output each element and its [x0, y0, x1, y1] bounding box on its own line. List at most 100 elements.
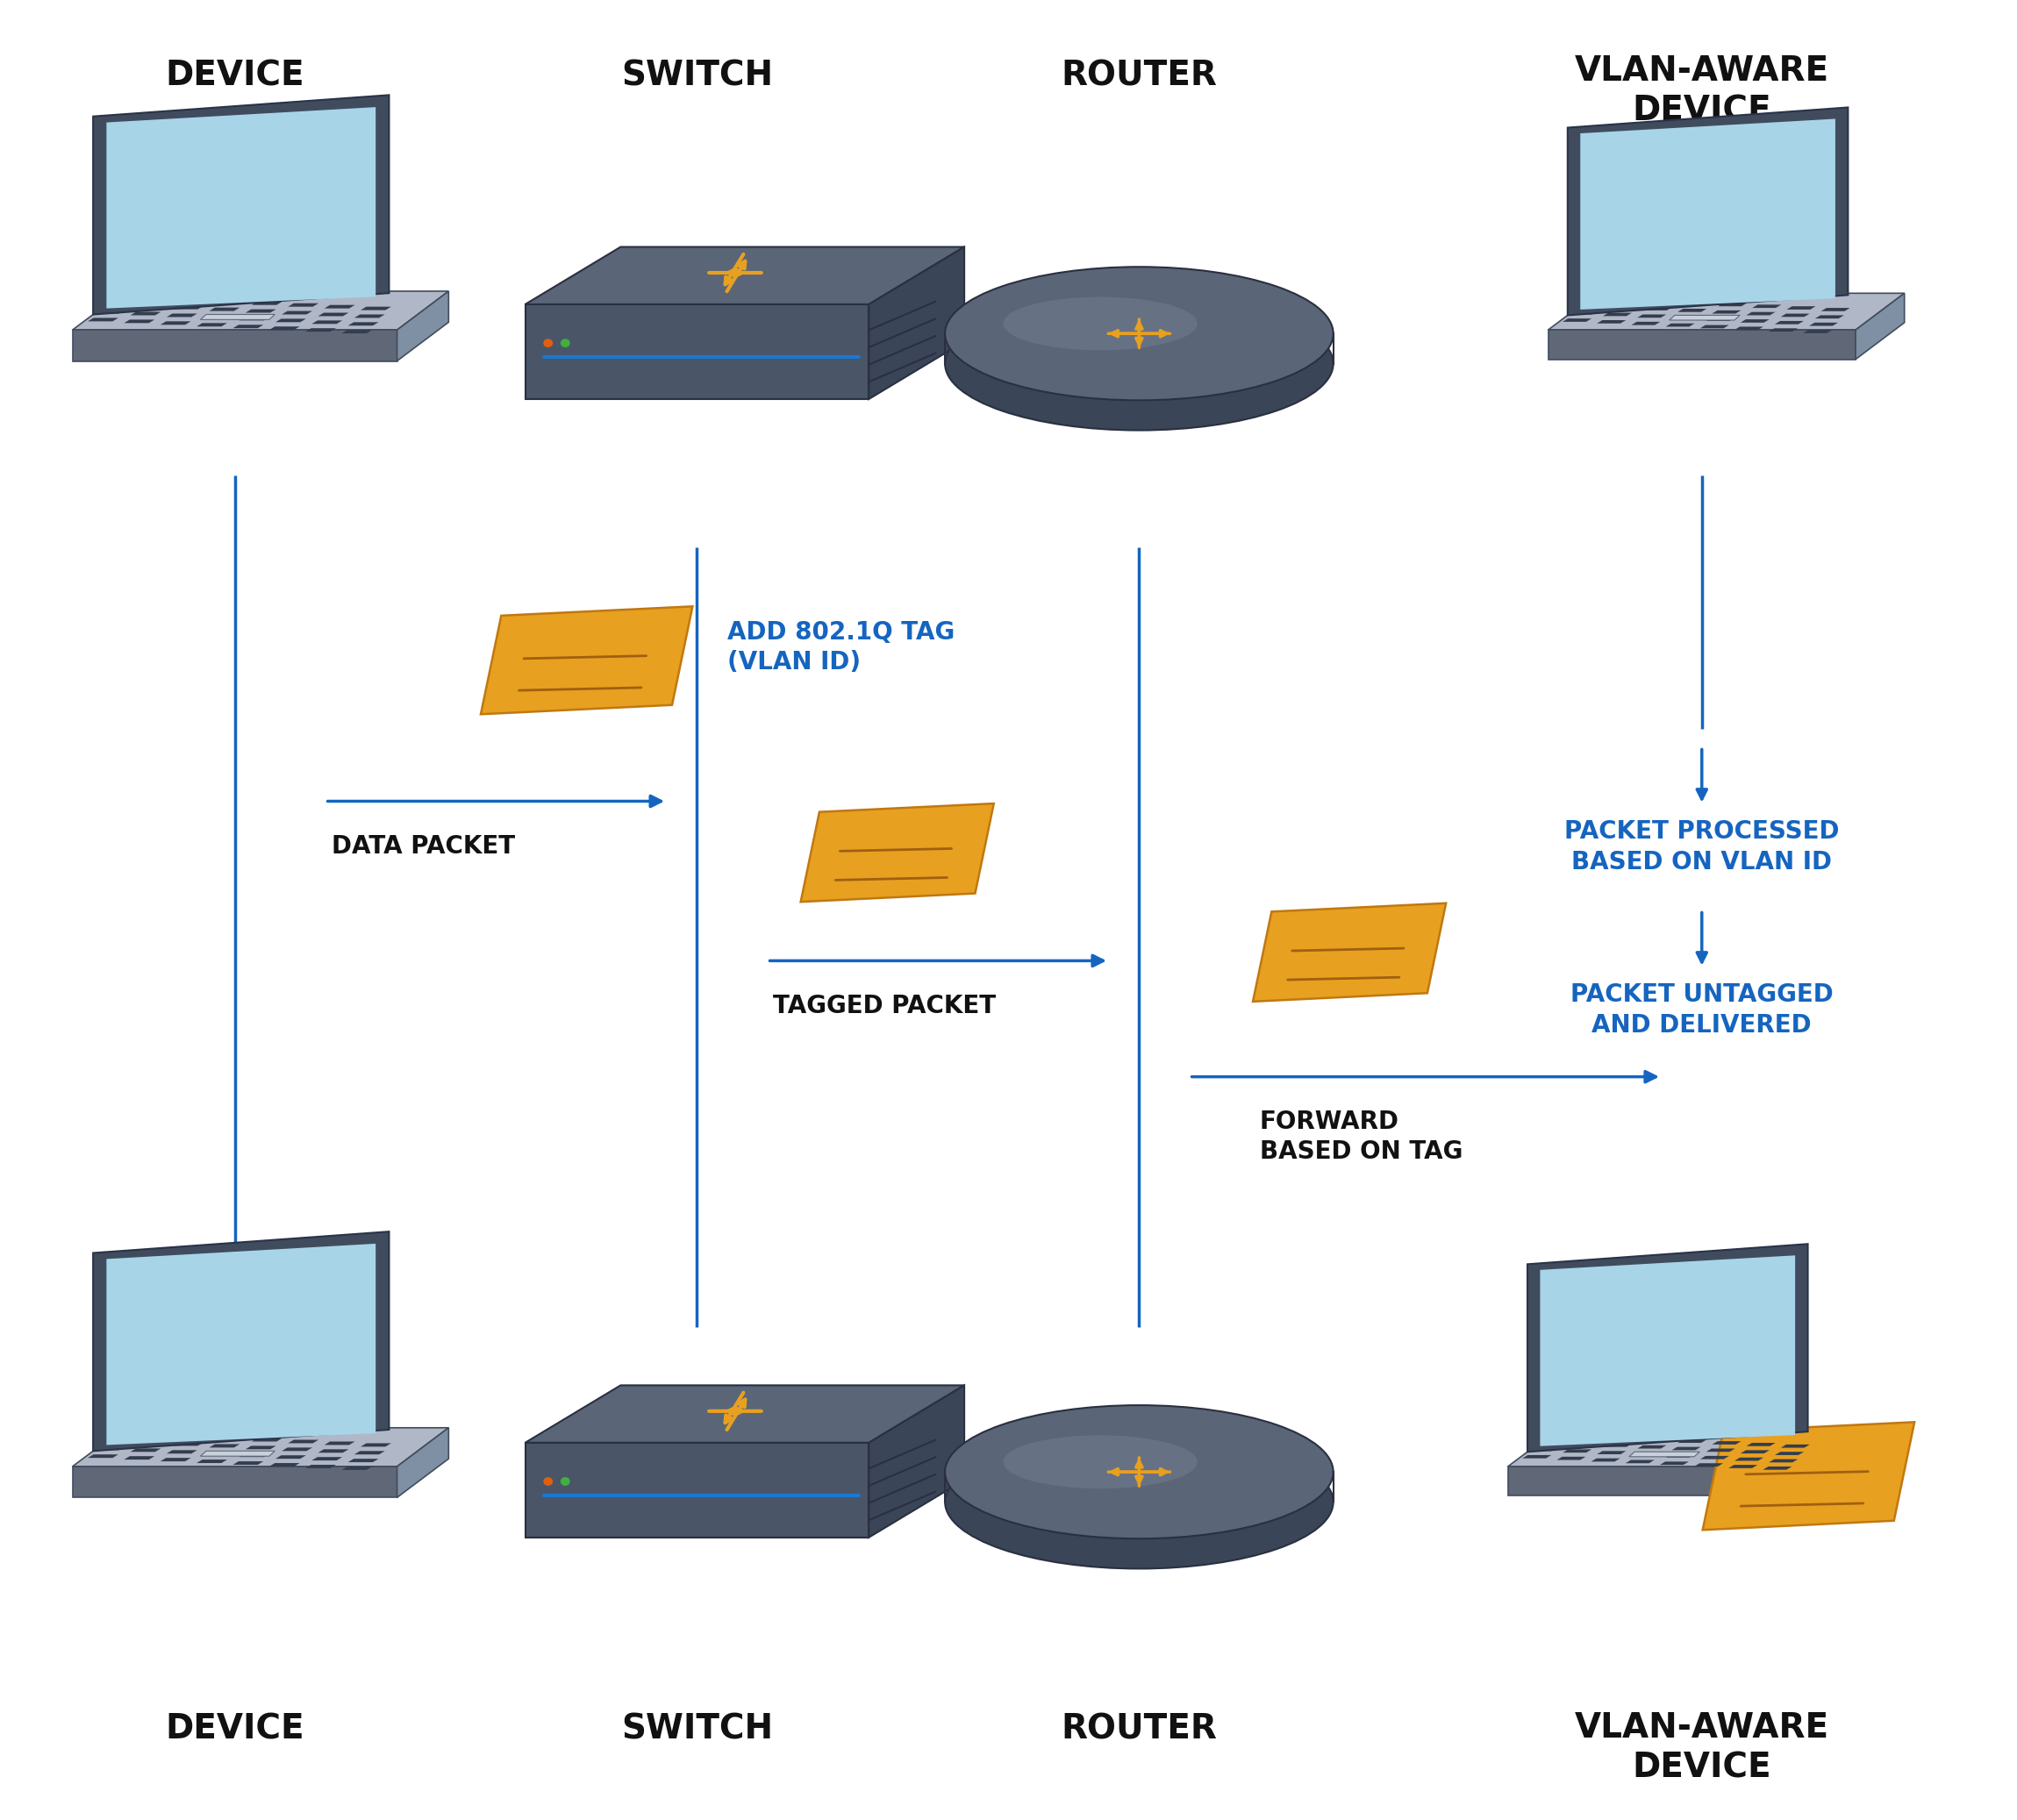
Polygon shape	[1604, 313, 1632, 317]
Text: VLAN-AWARE
DEVICE: VLAN-AWARE DEVICE	[1575, 1711, 1829, 1784]
Text: PACKET PROCESSED
BASED ON VLAN ID: PACKET PROCESSED BASED ON VLAN ID	[1565, 819, 1840, 874]
Text: VLAN-AWARE
DEVICE: VLAN-AWARE DEVICE	[1575, 55, 1829, 127]
Polygon shape	[1610, 1436, 1638, 1440]
Polygon shape	[73, 1427, 448, 1467]
Polygon shape	[173, 1443, 204, 1445]
Polygon shape	[1684, 302, 1712, 304]
Polygon shape	[305, 328, 337, 331]
Polygon shape	[1769, 1460, 1797, 1463]
Polygon shape	[1632, 1452, 1660, 1456]
Polygon shape	[1638, 1445, 1666, 1449]
Text: PACKET UNTAGGED
AND DELIVERED: PACKET UNTAGGED AND DELIVERED	[1571, 983, 1833, 1037]
Polygon shape	[107, 1243, 375, 1445]
Polygon shape	[1597, 1451, 1626, 1454]
Polygon shape	[524, 304, 869, 399]
Polygon shape	[180, 1434, 210, 1438]
Polygon shape	[1821, 308, 1850, 311]
Polygon shape	[1549, 329, 1856, 359]
Polygon shape	[1591, 1458, 1620, 1461]
Polygon shape	[137, 304, 167, 308]
Polygon shape	[1557, 1456, 1585, 1460]
Ellipse shape	[946, 297, 1333, 430]
Ellipse shape	[946, 1436, 1333, 1569]
Polygon shape	[1775, 320, 1803, 324]
Text: DEVICE: DEVICE	[165, 1713, 305, 1745]
Polygon shape	[282, 311, 313, 315]
Polygon shape	[1563, 1449, 1591, 1452]
Polygon shape	[1644, 308, 1672, 311]
Polygon shape	[1666, 324, 1694, 326]
Polygon shape	[1694, 1463, 1723, 1467]
Polygon shape	[73, 1467, 397, 1498]
Polygon shape	[1523, 1454, 1551, 1458]
Polygon shape	[361, 1443, 391, 1447]
Polygon shape	[1775, 1452, 1803, 1454]
Circle shape	[543, 339, 553, 348]
Polygon shape	[123, 320, 155, 324]
Polygon shape	[232, 324, 264, 328]
Polygon shape	[397, 291, 448, 360]
Polygon shape	[1563, 318, 1591, 322]
Polygon shape	[1741, 318, 1769, 322]
Polygon shape	[1741, 1451, 1769, 1454]
Polygon shape	[1856, 293, 1904, 359]
Polygon shape	[210, 308, 240, 311]
Polygon shape	[1253, 903, 1446, 1001]
Polygon shape	[143, 1432, 173, 1436]
Polygon shape	[1581, 297, 1610, 300]
Polygon shape	[869, 248, 964, 399]
Polygon shape	[252, 302, 282, 306]
Polygon shape	[524, 248, 964, 304]
Polygon shape	[1535, 1440, 1563, 1443]
Polygon shape	[1747, 1443, 1775, 1447]
Polygon shape	[107, 107, 375, 308]
Polygon shape	[252, 1438, 282, 1441]
Polygon shape	[1735, 326, 1763, 329]
Polygon shape	[123, 1456, 155, 1460]
Polygon shape	[101, 1440, 131, 1443]
Polygon shape	[1616, 298, 1644, 302]
Polygon shape	[1575, 304, 1604, 308]
Text: ROUTER: ROUTER	[1061, 60, 1216, 93]
Text: DATA PACKET: DATA PACKET	[331, 834, 514, 859]
Polygon shape	[1597, 320, 1626, 324]
Polygon shape	[246, 309, 276, 313]
Polygon shape	[196, 1460, 228, 1463]
Polygon shape	[1815, 315, 1844, 318]
Text: FORWARD
BASED ON TAG: FORWARD BASED ON TAG	[1261, 1110, 1462, 1165]
Polygon shape	[276, 318, 307, 322]
Polygon shape	[200, 1451, 274, 1456]
Polygon shape	[1769, 328, 1797, 331]
Polygon shape	[313, 1458, 343, 1460]
Ellipse shape	[946, 268, 1333, 400]
Polygon shape	[1712, 1441, 1741, 1445]
Polygon shape	[1718, 302, 1747, 306]
Polygon shape	[73, 291, 448, 329]
Polygon shape	[143, 297, 173, 300]
Polygon shape	[524, 1385, 964, 1443]
Polygon shape	[349, 322, 379, 326]
Polygon shape	[1753, 304, 1781, 308]
Polygon shape	[1706, 1449, 1735, 1452]
Polygon shape	[1604, 1443, 1632, 1447]
Polygon shape	[1702, 1421, 1914, 1531]
Polygon shape	[93, 1232, 389, 1451]
Polygon shape	[101, 302, 131, 306]
Polygon shape	[282, 1447, 313, 1451]
Polygon shape	[1781, 1445, 1809, 1447]
Polygon shape	[288, 304, 319, 308]
Polygon shape	[341, 1467, 373, 1471]
Polygon shape	[89, 1454, 119, 1458]
Polygon shape	[1610, 306, 1638, 309]
Polygon shape	[325, 306, 355, 308]
Text: SWITCH: SWITCH	[621, 1713, 773, 1745]
Polygon shape	[1787, 306, 1815, 309]
Polygon shape	[1712, 311, 1741, 313]
Polygon shape	[1541, 1432, 1569, 1436]
Polygon shape	[1763, 1467, 1791, 1471]
Polygon shape	[93, 95, 389, 315]
Polygon shape	[801, 803, 994, 903]
Polygon shape	[204, 315, 234, 318]
Ellipse shape	[1002, 297, 1198, 349]
Text: ROUTER: ROUTER	[1061, 1713, 1216, 1745]
